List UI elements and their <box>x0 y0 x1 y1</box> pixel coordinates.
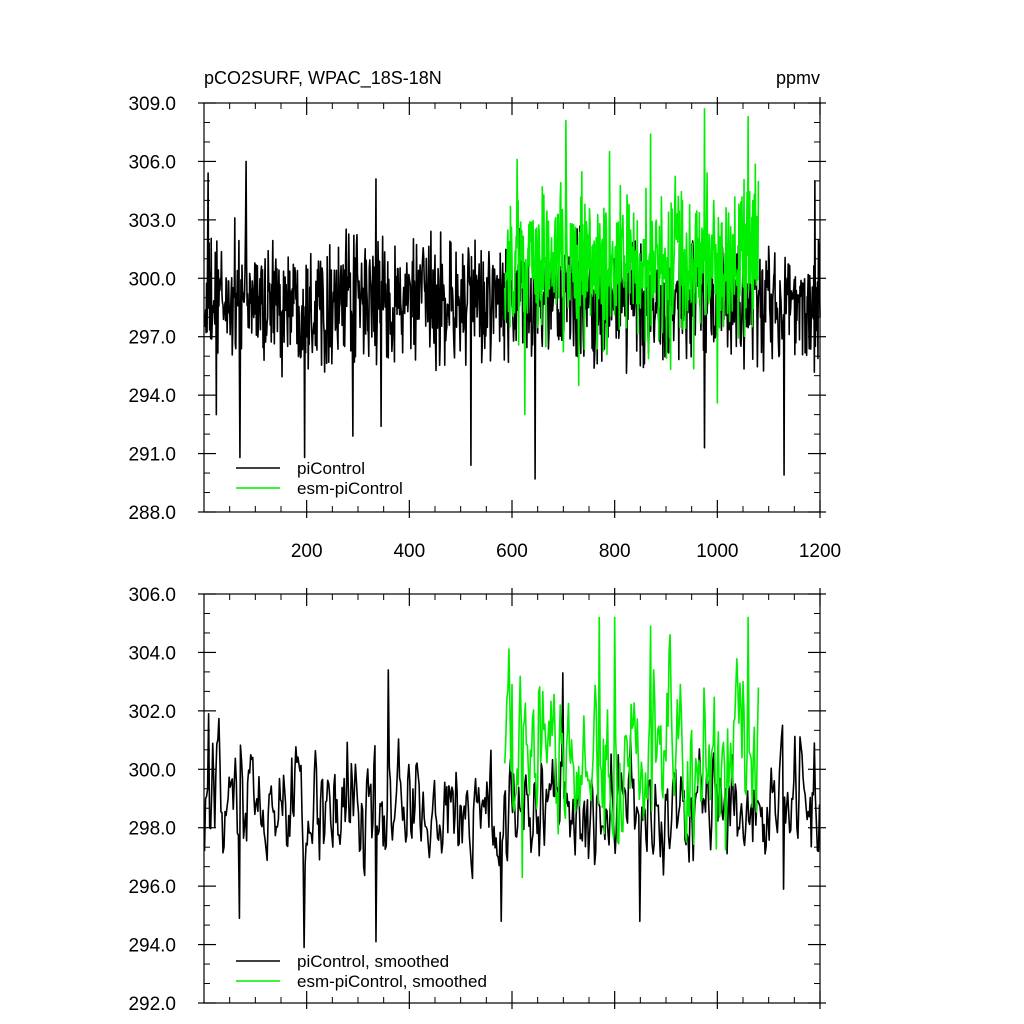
y-tick-label: 298.0 <box>128 819 176 840</box>
y-tick-label: 291.0 <box>128 445 176 466</box>
top-panel-tick-labels: 288.0 291.0 294.0 297.0 300.0 303.0 306.0 309.0… <box>128 94 841 562</box>
y-tick-label: 306.0 <box>128 152 176 173</box>
legend-label: piControl <box>297 459 365 478</box>
bottom-panel-tick-labels: 292.0 294.0 296.0 298.0 300.0 302.0 304.0 306.0 <box>128 585 176 1015</box>
x-tick-label: 600 <box>496 541 528 562</box>
x-tick-label: 800 <box>599 541 631 562</box>
bottom-panel: 292.0 294.0 296.0 298.0 300.0 302.0 304.0 306.0… <box>128 585 826 1015</box>
y-tick-label: 302.0 <box>128 702 176 723</box>
y-tick-label: 300.0 <box>128 269 176 290</box>
y-tick-label: 297.0 <box>128 328 176 349</box>
y-tick-label: 303.0 <box>128 211 176 232</box>
series-line-esm-picontrol-smoothed <box>504 616 760 879</box>
figure-units: ppmv <box>776 68 820 88</box>
top-panel-ticks <box>198 97 826 518</box>
y-tick-label: 296.0 <box>128 877 176 898</box>
legend-label: piControl, smoothed <box>297 952 449 971</box>
y-tick-label: 309.0 <box>128 94 176 115</box>
figure-title: pCO2SURF, WPAC_18S-18N <box>204 68 442 89</box>
x-tick-label: 1000 <box>696 541 738 562</box>
y-tick-label: 294.0 <box>128 386 176 407</box>
top-panel: 288.0 291.0 294.0 297.0 300.0 303.0 306.0 309.0… <box>128 94 841 562</box>
y-tick-label: 288.0 <box>128 503 176 524</box>
bottom-panel-series <box>203 616 821 949</box>
top-panel-series <box>203 108 821 480</box>
series-line-esm-picontrol <box>504 108 760 416</box>
y-tick-label: 292.0 <box>128 994 176 1015</box>
x-tick-label: 400 <box>393 541 425 562</box>
bottom-panel-ticks <box>198 588 826 1009</box>
y-tick-label: 306.0 <box>128 585 176 606</box>
legend-label: esm-piControl <box>297 479 403 498</box>
legend-label: esm-piControl, smoothed <box>297 972 487 991</box>
x-tick-label: 200 <box>291 541 323 562</box>
y-tick-label: 304.0 <box>128 643 176 664</box>
y-tick-label: 300.0 <box>128 760 176 781</box>
y-tick-label: 294.0 <box>128 936 176 957</box>
x-tick-label: 1200 <box>799 541 841 562</box>
